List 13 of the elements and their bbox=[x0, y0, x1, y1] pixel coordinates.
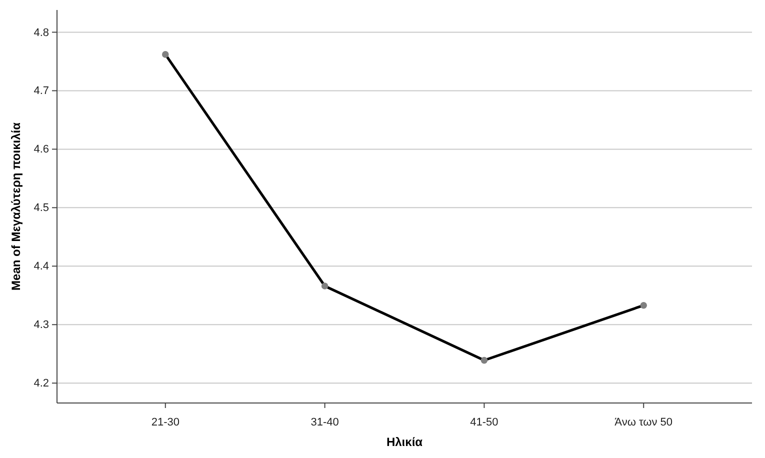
y-tick-label: 4.8 bbox=[34, 26, 49, 39]
x-axis-title: Ηλικία bbox=[386, 435, 424, 449]
x-tick-label: 41-50 bbox=[470, 416, 498, 428]
y-axis-title: Mean of Μεγαλύτερη ποικιλία bbox=[9, 122, 23, 290]
y-tick-label: 4.4 bbox=[34, 260, 49, 273]
y-tick-label: 4.6 bbox=[34, 144, 49, 156]
y-tick-label: 4.5 bbox=[34, 202, 49, 214]
y-tick-label: 4.7 bbox=[34, 85, 49, 98]
x-tick-label: 21-30 bbox=[151, 416, 180, 428]
y-tick-label: 4.2 bbox=[34, 378, 49, 390]
y-tick-label: 4.3 bbox=[34, 319, 49, 332]
x-tick-label: Άνω των 50 bbox=[614, 416, 673, 428]
x-tick-label: 31-40 bbox=[310, 416, 339, 428]
